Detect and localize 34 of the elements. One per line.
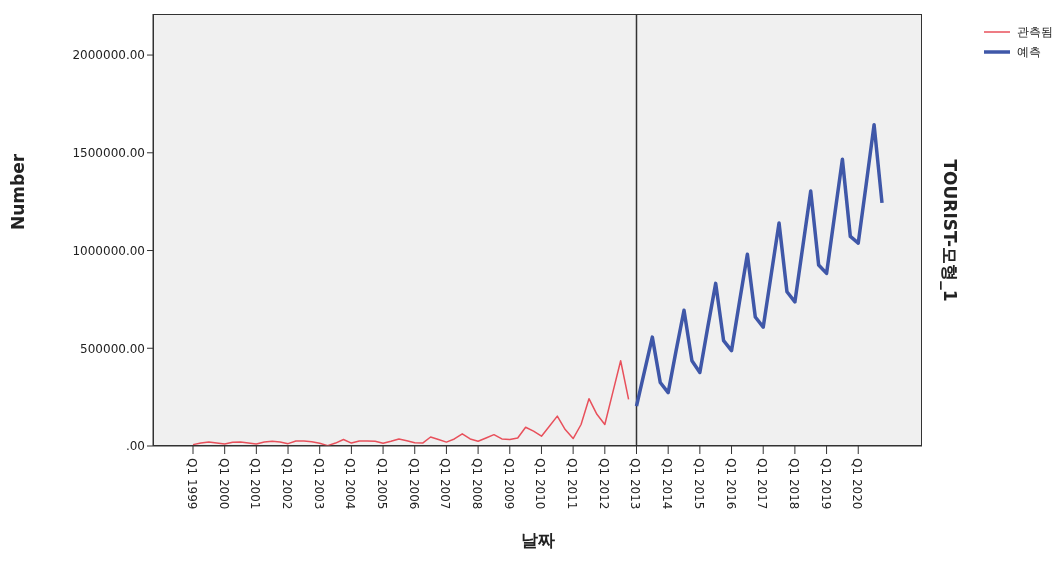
text: TOURIST-모형_1 — [938, 159, 961, 301]
x-tick-label: Q1 1999 — [185, 458, 199, 510]
x-tick-label: Q1 2012 — [596, 458, 611, 510]
x-tick-label: Q1 2010 — [533, 458, 548, 510]
x-tick-label: Q1 2008 — [470, 458, 485, 510]
x-tick-label: Q1 2014 — [660, 458, 675, 510]
y-tick-label: 500000.00 — [80, 341, 145, 356]
x-tick-label: Q1 2017 — [755, 458, 770, 510]
y-tick-label: .00 — [125, 439, 145, 454]
x-tick-label: Q1 2003 — [311, 458, 326, 510]
x-tick-label: Q1 2006 — [406, 458, 421, 510]
x-tick-label: Q1 2002 — [280, 458, 295, 510]
line-series — [634, 122, 884, 408]
line-series — [192, 360, 630, 446]
y-tick-label: 1000000.00 — [72, 243, 145, 258]
x-tick-label: Q1 2007 — [438, 458, 453, 510]
x-tick-label: Q1 2001 — [248, 458, 263, 510]
x-tick-label: Q1 2018 — [786, 458, 801, 510]
x-tick-label: Q1 2020 — [850, 458, 865, 510]
x-axis-title: 날짜 — [520, 530, 555, 550]
x-tick-label: Q1 2000 — [216, 458, 231, 510]
legend-label: 관측됨 — [1017, 23, 1053, 41]
x-tick-label: Q1 2004 — [343, 458, 358, 510]
x-tick-label: Q1 2013 — [628, 458, 643, 510]
x-tick-label: Q1 2019 — [818, 458, 833, 510]
x-tick-label: Q1 2016 — [723, 458, 738, 510]
y-axis-title: Number — [8, 153, 29, 230]
x-tick-label: Q1 2011 — [565, 458, 580, 510]
y-tick-label: 1500000.00 — [72, 146, 145, 161]
x-tick-label: Q1 2009 — [501, 458, 516, 510]
x-tick-label: Q1 2005 — [375, 458, 390, 510]
y-tick-label: 2000000.00 — [72, 48, 145, 63]
x-tick-label: Q1 2015 — [691, 458, 706, 510]
legend-label: 예측 — [1017, 43, 1041, 61]
